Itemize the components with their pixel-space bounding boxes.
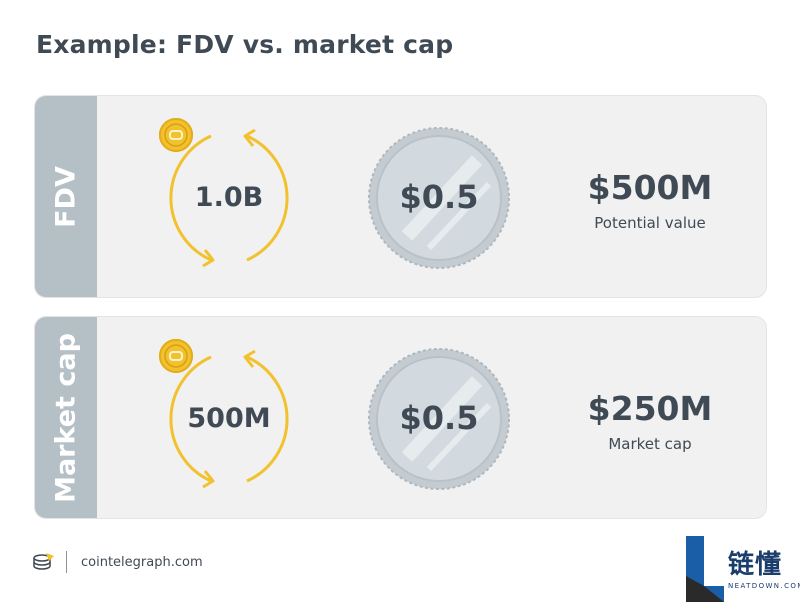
supply-value: 1.0B bbox=[194, 182, 264, 213]
market-cap-value: $250M bbox=[587, 389, 713, 428]
page-title: Example: FDV vs. market cap bbox=[36, 30, 454, 59]
token-price: $0.5 bbox=[399, 399, 479, 437]
supply-value: 500M bbox=[187, 403, 271, 434]
cycle-arrows-icon bbox=[169, 349, 289, 489]
silver-coin-icon bbox=[368, 127, 510, 269]
market-cap-caption: Market cap bbox=[608, 435, 692, 453]
footer-divider bbox=[66, 551, 67, 573]
fdv-side-label: FDV bbox=[50, 165, 82, 228]
fdv-caption: Potential value bbox=[594, 214, 706, 232]
market-cap-side-label: Market cap bbox=[50, 332, 82, 503]
fdv-sidebar: FDV bbox=[35, 96, 97, 297]
supply-cycle: 500M bbox=[159, 339, 299, 499]
market-cap-sidebar: Market cap bbox=[35, 317, 97, 518]
footer: cointelegraph.com bbox=[32, 548, 203, 576]
gold-coin-icon bbox=[159, 118, 193, 152]
gold-coin-icon bbox=[159, 339, 193, 373]
silver-coin-icon bbox=[368, 348, 510, 490]
fdv-card: FDV 1.0B $0.5 $500M Potential value bbox=[34, 95, 767, 298]
token-price: $0.5 bbox=[399, 178, 479, 216]
neatdown-logo-icon bbox=[686, 536, 724, 602]
market-cap-card: Market cap 500M $0.5 $250M Market cap bbox=[34, 316, 767, 519]
cointelegraph-logo-icon bbox=[33, 553, 54, 570]
watermark-chinese: 链懂 bbox=[728, 550, 783, 580]
supply-cycle: 1.0B bbox=[159, 118, 299, 278]
footer-site-link[interactable]: cointelegraph.com bbox=[81, 554, 203, 570]
cycle-arrows-icon bbox=[169, 128, 289, 268]
watermark-english: NEATDOWN.COM bbox=[728, 582, 800, 590]
fdv-value: $500M bbox=[587, 168, 713, 207]
